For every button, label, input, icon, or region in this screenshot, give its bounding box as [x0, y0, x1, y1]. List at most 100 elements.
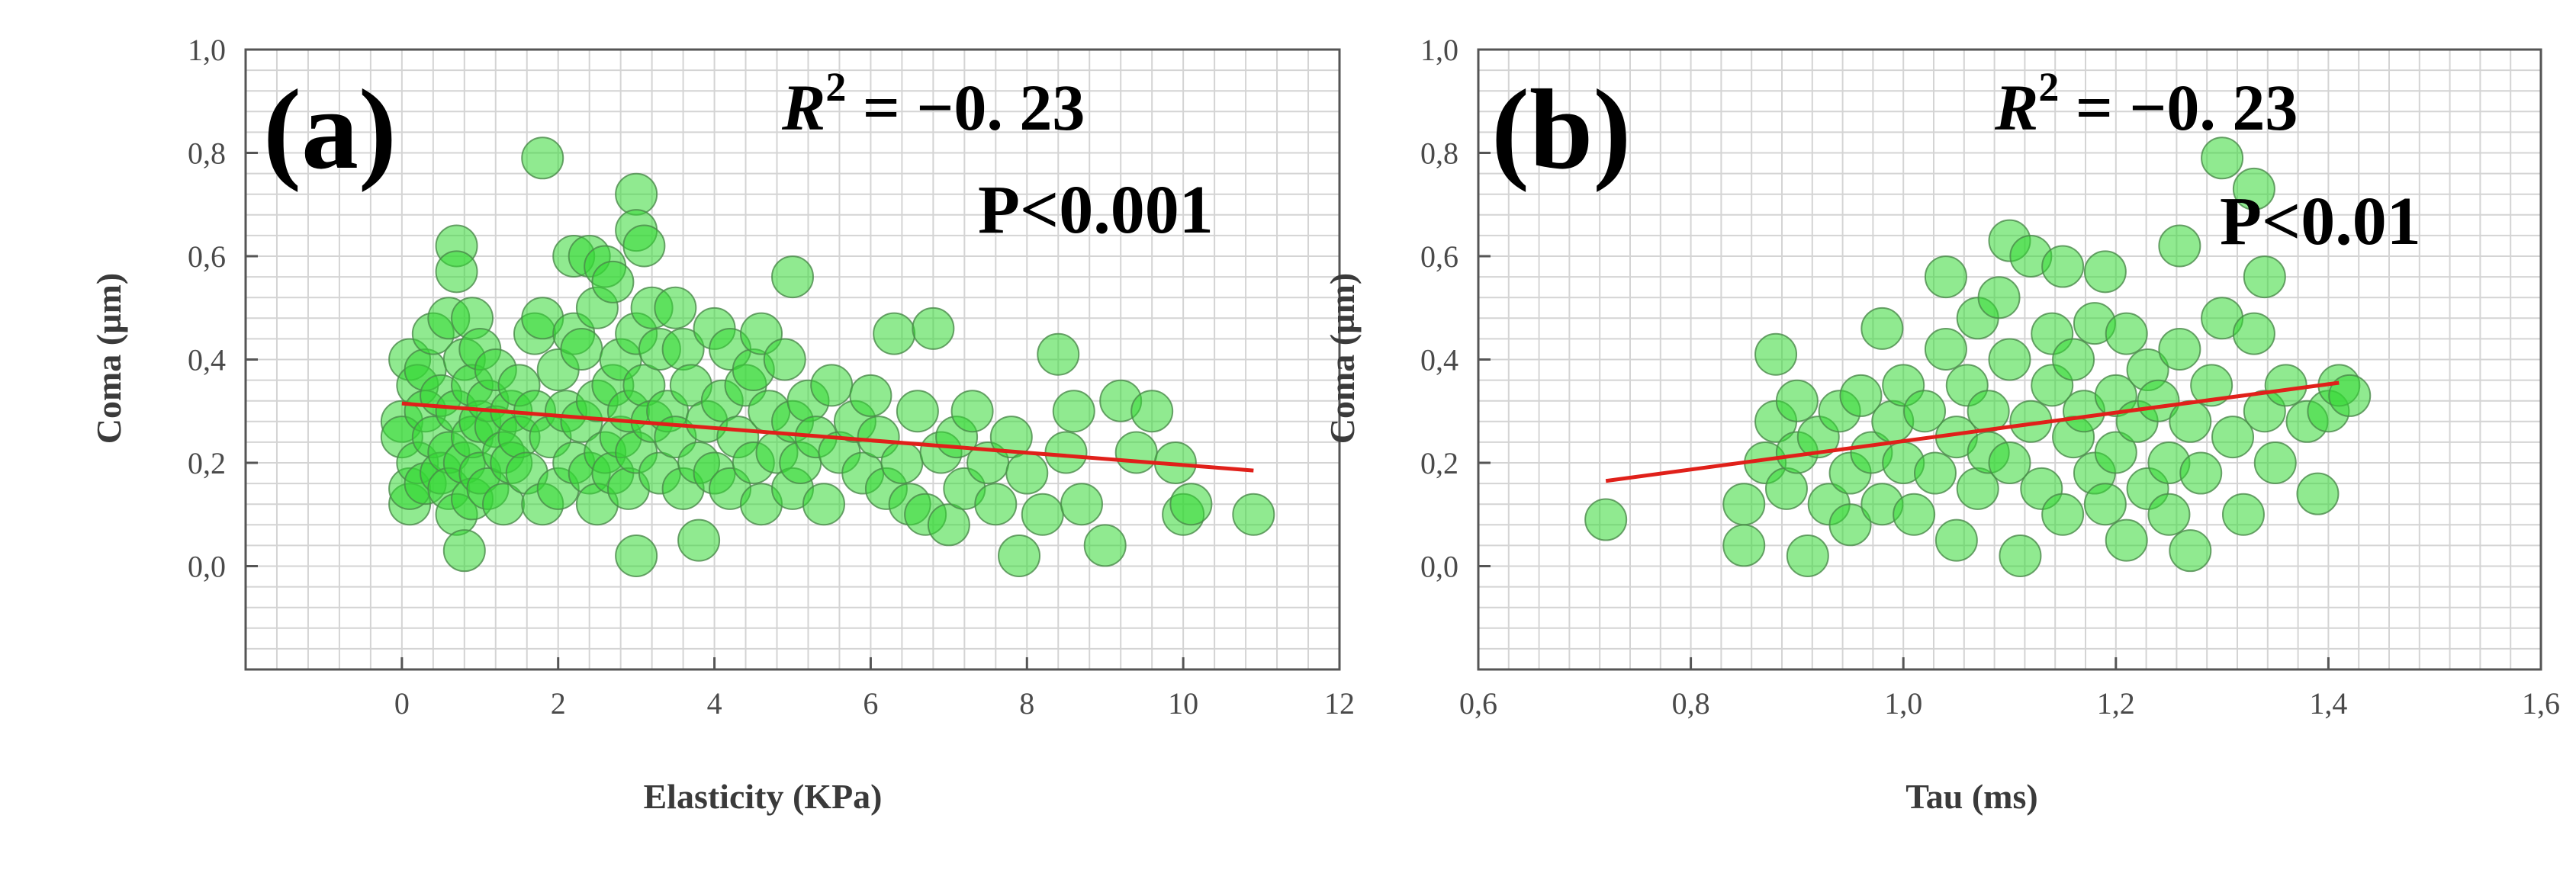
panel-a-data-point	[1021, 493, 1064, 536]
panel-b-data-point	[2158, 327, 2201, 371]
panel-b-data-point	[2179, 451, 2223, 495]
panel-b-data-point	[1967, 390, 2010, 433]
panel-a-data-point	[1169, 483, 1213, 526]
panel-b-trendline	[1605, 380, 2340, 483]
panel-a-x-tick-label: 8	[1019, 686, 1034, 721]
panel-b-data-point	[1786, 534, 1829, 577]
panel-a-trendline	[401, 401, 1254, 473]
panel-b-data-point	[1934, 518, 1978, 562]
panel-b-data-point	[1999, 534, 2042, 577]
panel-b-data-point	[1839, 374, 1883, 417]
panel-a-r2-rest: = −0. 23	[846, 71, 1085, 144]
panel-b-x-tick-label: 1,0	[1884, 686, 1922, 721]
panel-a-data-point	[615, 172, 658, 216]
panel-a-ticks: 0 2 4 6 8 10 12 0,0 0,2 0,4 0,6 0,8 1,0	[188, 33, 1355, 721]
panel-b-data-point	[2296, 472, 2340, 515]
panel-b-data-point	[2147, 493, 2191, 536]
panel-a-data-point	[771, 255, 814, 299]
panel-a: 0 2 4 6 8 10 120,00,20,40,60,81,0 (a) R2 = −0.…	[89, 33, 1355, 816]
panel-b-data-point	[2041, 493, 2085, 536]
panel-a-x-tick-label: 10	[1168, 686, 1198, 721]
panel-b-ticks: 0,6 0,8 1,0 1,2 1,4 1,6 0,0 0,2 0,4 0,6 0,8 1,0	[1420, 33, 2560, 721]
panel-a-data-point	[927, 503, 970, 547]
panel-a-y-tick-label: 0,8	[188, 136, 226, 171]
panel-b-data-point	[1988, 338, 2031, 381]
panel-b-data-point	[2264, 364, 2307, 407]
panel-b-r2-rest: = −0. 23	[2059, 71, 2298, 144]
panel-a-x-tick-label: 0	[394, 686, 410, 721]
panel-b-y-tick-label: 0,0	[1420, 550, 1458, 584]
panel-b-data-point	[2083, 250, 2127, 294]
panel-b-data-point	[2328, 374, 2372, 417]
panel-a-y-tick-label: 1,0	[188, 33, 226, 67]
panel-a-data-point	[912, 307, 955, 350]
panel-a-data-point	[896, 390, 939, 433]
panel-a-r2-symbol: R	[781, 71, 825, 144]
panel-b-y-tick-label: 0,4	[1420, 343, 1458, 377]
panel-b-r2-power: 2	[2038, 64, 2059, 110]
panel-b-data-point	[2105, 518, 2148, 562]
panel-b-data-point	[2158, 224, 2201, 268]
panel-b-data-point	[2052, 338, 2095, 381]
panel-a-data-point	[442, 529, 486, 573]
panel-a-data-point	[591, 260, 635, 303]
panel-b-data-point	[1775, 379, 1819, 422]
panel-b-x-tick-label: 0,6	[1459, 686, 1497, 721]
panel-a-points	[380, 136, 1275, 577]
panel-a-data-point	[1114, 431, 1158, 474]
panel-a-data-point	[560, 327, 603, 371]
panel-a-y-tick-label: 0,2	[188, 446, 226, 480]
panel-b-r2-symbol: R	[1994, 71, 2038, 144]
panel-a-data-point	[1005, 451, 1049, 495]
panel-b-data-point	[2190, 364, 2233, 407]
panel-b-data-point	[2253, 441, 2297, 484]
panel-a-label: (a)	[263, 66, 397, 193]
panel-b-data-point	[2105, 312, 2148, 355]
panel-a-y-tick-label: 0,0	[188, 550, 226, 584]
panel-b-data-point	[1924, 255, 1967, 299]
panel-a-data-point	[763, 338, 806, 381]
panel-a-p-value: P<0.001	[978, 172, 1214, 248]
panel-a-data-point	[849, 374, 892, 417]
panel-b-data-point	[1584, 498, 1628, 541]
panel-a-data-point	[1130, 390, 1174, 433]
panel-b-y-tick-label: 1,0	[1420, 33, 1458, 67]
panel-b-x-tick-label: 1,2	[2097, 686, 2135, 721]
panel-b: 0,6 0,8 1,0 1,2 1,4 1,6 0,0 0,2 0,4 0,6 0,8 1,0 (b)…	[1323, 33, 2560, 816]
panel-b-data-point	[1828, 503, 1872, 547]
panel-b-data-point	[2041, 245, 2085, 288]
panel-a-data-point	[873, 312, 916, 355]
panel-b-r2-annotation: R2 = −0. 23	[1994, 64, 2298, 144]
panel-b-data-point	[1913, 451, 1957, 495]
panel-b-data-point	[2169, 529, 2212, 573]
panel-b-data-point	[1903, 390, 1947, 433]
panel-b-x-tick-label: 1,6	[2522, 686, 2560, 721]
panel-a-r2-power: 2	[825, 64, 846, 110]
panel-b-data-point	[2201, 136, 2244, 180]
panel-b-data-point	[1924, 327, 1967, 371]
panel-b-data-point	[2083, 483, 2127, 526]
panel-a-data-point	[989, 416, 1033, 459]
panel-a-x-tick-label: 6	[863, 686, 878, 721]
panel-a-y-tick-label: 0,6	[188, 239, 226, 274]
panel-a-y-axis-label: Coma (µm)	[89, 273, 128, 445]
panel-b-x-tick-label: 0,8	[1672, 686, 1710, 721]
panel-a-data-point	[810, 364, 854, 407]
panel-a-data-point	[950, 390, 994, 433]
panel-a-data-point	[677, 518, 721, 562]
panel-a-data-point	[998, 534, 1041, 577]
panel-a-r2-annotation: R2 = −0. 23	[781, 64, 1085, 144]
panel-a-x-tick-label: 2	[551, 686, 566, 721]
panel-a-x-axis-label: Elasticity (KPa)	[644, 777, 883, 816]
panel-a-data-point	[974, 483, 1018, 526]
panel-a-data-point	[1232, 493, 1275, 536]
panel-b-data-point	[2094, 431, 2137, 474]
panel-b-data-point	[1754, 332, 1798, 376]
panel-b-y-axis-label: Coma (µm)	[1323, 273, 1362, 445]
panel-b-data-point	[2232, 312, 2275, 355]
panel-b-y-tick-label: 0,2	[1420, 446, 1458, 480]
panel-b-data-point	[1860, 307, 1904, 350]
panel-a-data-point	[1083, 524, 1127, 567]
panel-b-p-value: P<0.01	[2220, 184, 2421, 259]
panel-b-data-point	[1988, 441, 2031, 484]
